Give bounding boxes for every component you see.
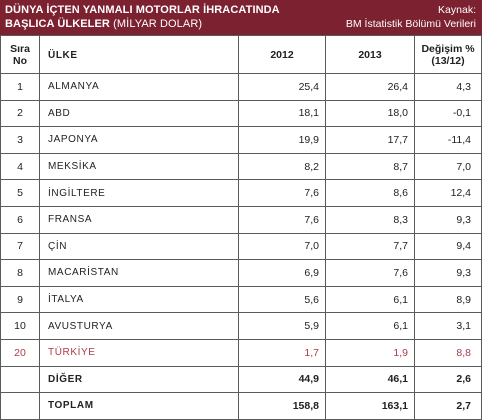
cell-2013: 17,7 [325,126,415,154]
cell-rank: 10 [0,312,40,340]
cell-2012: 25,4 [238,73,326,101]
title-line-2: BAŞLICA ÜLKELER (MİLYAR DOLAR) [5,17,280,31]
cell-2012: 7,0 [238,232,326,261]
cell-change: 12,4 [414,179,482,207]
cell-rank: 6 [0,205,40,234]
table-row: 7 ÇİN 7,0 7,7 9,4 [0,232,482,261]
cell-change: 9,3 [414,259,482,287]
cell-country: TÜRKİYE [39,338,239,367]
cell-2012: 6,9 [238,259,326,287]
cell-2012: 158,8 [238,392,326,420]
cell-change: 9,4 [414,232,482,261]
cell-2013: 46,1 [325,365,415,394]
cell-2013: 8,7 [325,152,415,181]
cell-country: TOPLAM [39,392,239,420]
col-header-rank: Sıra No [0,35,40,74]
table-row: 4 MEKSİKA 8,2 8,7 7,0 [0,152,482,181]
cell-change: 4,3 [414,73,482,101]
cell-rank: 3 [0,126,40,154]
cell-2012: 19,9 [238,126,326,154]
table-row: 3 JAPONYA 19,9 17,7 -11,4 [0,126,482,154]
table-row: 5 İNGİLTERE 7,6 8,6 12,4 [0,179,482,207]
cell-2012: 7,6 [238,205,326,234]
cell-country: DİĞER [39,365,239,394]
cell-change: 2,7 [414,392,482,420]
table-row-other: DİĞER 44,9 46,1 2,6 [0,365,482,394]
cell-2012: 5,9 [238,312,326,340]
cell-change: 9,3 [414,205,482,234]
cell-change: 3,1 [414,312,482,340]
cell-country: AVUSTURYA [39,312,239,340]
cell-2013: 7,7 [325,232,415,261]
source-label: Kaynak: [438,4,476,16]
cell-country: FRANSA [39,205,239,234]
cell-2013: 8,3 [325,205,415,234]
col-header-rank-line1: Sıra [10,42,30,55]
cell-change: 7,0 [414,152,482,181]
col-header-2013: 2013 [325,35,415,74]
cell-2013: 18,0 [325,99,415,128]
cell-country: İNGİLTERE [39,179,239,207]
cell-change: -0,1 [414,99,482,128]
cell-2013: 7,6 [325,259,415,287]
table-row: 9 İTALYA 5,6 6,1 8,9 [0,285,482,314]
cell-2013: 8,6 [325,179,415,207]
cell-country: JAPONYA [39,126,239,154]
table-title: DÜNYA İÇTEN YANMALI MOTORLAR İHRACATINDA… [5,3,280,31]
title-line-2-unit: (MİLYAR DOLAR) [113,18,203,30]
cell-country: MEKSİKA [39,152,239,181]
cell-2012: 5,6 [238,285,326,314]
col-header-country: ÜLKE [39,35,239,74]
col-header-change: Değişim % (13/12) [414,35,482,74]
cell-rank: 20 [0,338,40,367]
table-row: 6 FRANSA 7,6 8,3 9,3 [0,205,482,234]
cell-2012: 1,7 [238,338,326,367]
cell-change: -11,4 [414,126,482,154]
cell-country: ALMANYA [39,73,239,101]
col-header-change-line1: Değişim % [421,42,475,55]
table-row-total: TOPLAM 158,8 163,1 2,7 [0,392,482,420]
cell-2013: 1,9 [325,338,415,367]
cell-country: ABD [39,99,239,128]
cell-2012: 7,6 [238,179,326,207]
cell-change: 2,6 [414,365,482,394]
title-line-2-bold: BAŞLICA ÜLKELER [5,18,110,30]
cell-rank: 9 [0,285,40,314]
table-row: 10 AVUSTURYA 5,9 6,1 3,1 [0,312,482,340]
table-header-banner: DÜNYA İÇTEN YANMALI MOTORLAR İHRACATINDA… [0,0,482,35]
source-note: Kaynak: BM İstatistik Bölümü Verileri [346,3,476,31]
source-value: BM İstatistik Bölümü Verileri [345,18,476,30]
cell-2013: 26,4 [325,73,415,101]
cell-rank: 4 [0,152,40,181]
cell-rank-empty [0,365,40,394]
col-header-2012: 2012 [238,35,326,74]
col-header-rank-line2: No [13,54,27,67]
table-row: 8 MACARİSTAN 6,9 7,6 9,3 [0,259,482,287]
data-table: Sıra No ÜLKE 2012 2013 Değişim % (13/12)… [0,35,482,420]
header-row: Sıra No ÜLKE 2012 2013 Değişim % (13/12) [0,35,482,74]
cell-2013: 6,1 [325,285,415,314]
cell-rank: 2 [0,99,40,128]
cell-country: ÇİN [39,232,239,261]
title-line-1: DÜNYA İÇTEN YANMALI MOTORLAR İHRACATINDA [5,4,280,16]
cell-2013: 163,1 [325,392,415,420]
cell-rank: 7 [0,232,40,261]
cell-2013: 6,1 [325,312,415,340]
cell-country: İTALYA [39,285,239,314]
cell-country: MACARİSTAN [39,259,239,287]
cell-2012: 8,2 [238,152,326,181]
cell-rank-empty [0,392,40,420]
cell-rank: 1 [0,73,40,101]
table-row: 2 ABD 18,1 18,0 -0,1 [0,99,482,128]
cell-rank: 8 [0,259,40,287]
cell-2012: 18,1 [238,99,326,128]
table-row: 1 ALMANYA 25,4 26,4 4,3 [0,73,482,101]
table-row-highlight: 20 TÜRKİYE 1,7 1,9 8,8 [0,338,482,367]
cell-rank: 5 [0,179,40,207]
cell-2012: 44,9 [238,365,326,394]
col-header-change-line2: (13/12) [431,54,465,67]
cell-change: 8,9 [414,285,482,314]
cell-change: 8,8 [414,338,482,367]
